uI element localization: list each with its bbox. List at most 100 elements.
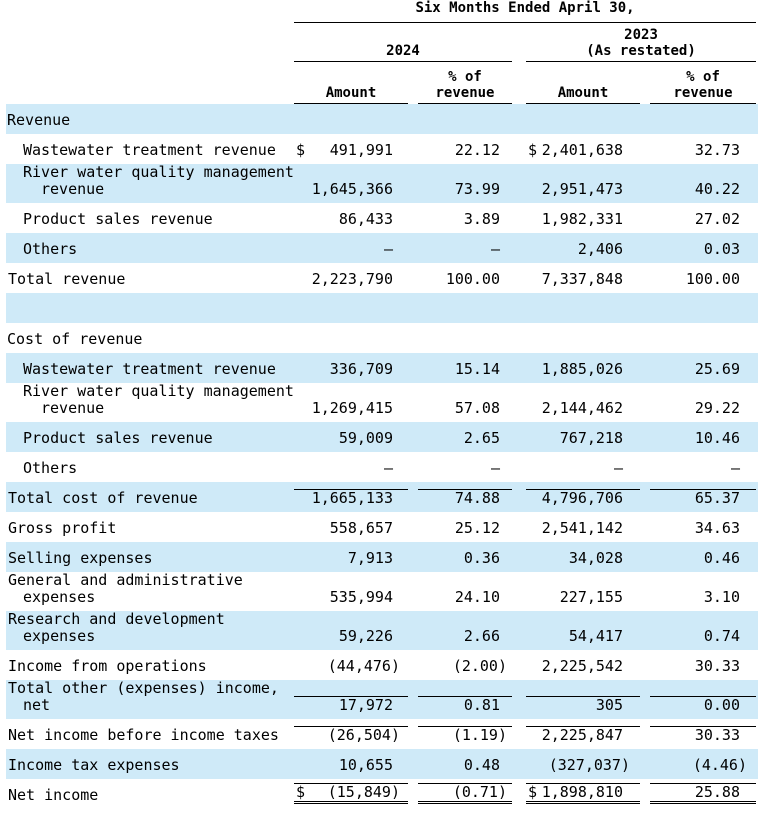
value-block: 10,655: [294, 757, 408, 774]
value-block: 2,541,142: [526, 520, 640, 537]
column-header-cell: Amount: [294, 62, 418, 104]
value-cell: 74.88: [418, 482, 526, 512]
spacer: [6, 62, 294, 104]
value-cell: 1,645,366: [294, 164, 418, 203]
row-label: Product sales revenue: [23, 429, 213, 447]
row-label: Total revenue: [8, 270, 126, 288]
cell-value: 227,155: [559, 588, 623, 606]
value-cell: 0.81: [418, 680, 526, 719]
cell-value: 30.33: [694, 726, 740, 744]
value-cell: 0.74: [650, 611, 758, 650]
table-row: Total revenue 2,223,790 100.00 7,337,848 100…: [6, 263, 758, 293]
value-block: $ (15,849): [294, 783, 408, 804]
value-block: 10.46: [650, 430, 756, 447]
value-cell: 0.36: [418, 542, 526, 572]
value-cell: 7,337,848: [526, 263, 650, 293]
spacer: [650, 104, 758, 134]
value-block: 15.14: [418, 361, 512, 378]
table-body: Revenue Wastewater treatment revenue $491,…: [6, 104, 758, 809]
value-cell: (1.19): [418, 719, 526, 749]
cell-value: (0.71): [452, 783, 507, 801]
cell-value: 7,337,848: [541, 270, 623, 288]
section-heading-row: Revenue: [6, 104, 758, 134]
value-cell: 24.10: [418, 572, 526, 611]
value-block: 227,155: [526, 589, 640, 606]
table-row: Income tax expenses 10,655 0.48 (327,037) (4…: [6, 749, 758, 779]
value-block: (2.00): [418, 658, 512, 675]
cell-value: 15.14: [454, 360, 500, 378]
value-cell: 2.66: [418, 611, 526, 650]
value-block: 7,913: [294, 550, 408, 567]
table-header: Six Months Ended April 30, 2024 2023 (As re…: [6, 0, 758, 104]
period-cell: Six Months Ended April 30,: [294, 0, 758, 23]
value-block: $2,401,638: [526, 142, 640, 159]
value-block: 3.10: [650, 589, 756, 606]
value-block: —: [294, 241, 408, 258]
cell-value: (327,037): [548, 756, 630, 774]
cell-value: 2,225,847: [541, 726, 623, 744]
value-block: 1,885,026: [526, 361, 640, 378]
value-block: 34.63: [650, 520, 756, 537]
value-block: 1,269,415: [294, 400, 408, 417]
value-cell: 34,028: [526, 542, 650, 572]
column-header-cell: % of revenue: [418, 62, 526, 104]
year: 2023: [624, 27, 658, 43]
spacer: [526, 323, 650, 353]
value-cell: 34.63: [650, 512, 758, 542]
value-cell: 767,218: [526, 422, 650, 452]
cell-value: 2,225,542: [541, 657, 623, 675]
value-block: 30.33: [650, 658, 756, 675]
value-cell: —: [418, 452, 526, 482]
value-block: 34,028: [526, 550, 640, 567]
value-block: 3.89: [418, 211, 512, 228]
year: 2024: [386, 43, 420, 59]
value-cell: 65.37: [650, 482, 758, 512]
row-label: Net income before income taxes: [8, 726, 279, 744]
cell-value: 2,144,462: [541, 399, 623, 417]
currency: $: [528, 783, 538, 801]
spacer: [526, 293, 650, 323]
cell-value: 491,991: [329, 141, 393, 159]
spacer: [6, 293, 294, 323]
value-cell: 0.46: [650, 542, 758, 572]
row-label-cell: Others: [6, 452, 294, 482]
value-cell: 17,972: [294, 680, 418, 719]
value-cell: 30.33: [650, 650, 758, 680]
cell-value: 17,972: [338, 696, 393, 714]
value-cell: 25.69: [650, 353, 758, 383]
value-cell: 57.08: [418, 383, 526, 422]
cell-value: —: [730, 459, 740, 477]
value-block: (26,504): [294, 726, 408, 744]
value-cell: (0.71): [418, 779, 526, 809]
value-cell: 0.00: [650, 680, 758, 719]
value-cell: 1,665,133: [294, 482, 418, 512]
cell-value: —: [613, 459, 623, 477]
column-header: % of revenue: [650, 69, 757, 104]
value-block: 2,225,847: [526, 726, 640, 744]
cell-value: 54,417: [568, 627, 623, 645]
table-row: Total cost of revenue 1,665,133 74.88 4,796…: [6, 482, 758, 512]
value-block: 29.22: [650, 400, 756, 417]
row-label-cell: Others: [6, 233, 294, 263]
value-block: 7,337,848: [526, 271, 640, 288]
spacer: [418, 293, 526, 323]
table-row: General and administrative expenses 535,9…: [6, 572, 758, 611]
cell-value: 100.00: [685, 270, 740, 288]
cell-value: 25.69: [694, 360, 740, 378]
cell-value: 74.88: [454, 489, 500, 507]
table-row: Product sales revenue 86,433 3.89 1,982,331…: [6, 203, 758, 233]
value-block: 100.00: [418, 271, 512, 288]
row-label: Income tax expenses: [8, 756, 180, 774]
value-block: 0.00: [650, 696, 756, 714]
value-cell: 2,223,790: [294, 263, 418, 293]
row-label-cell: Wastewater treatment revenue: [6, 353, 294, 383]
table-row: Others — — — —: [6, 452, 758, 482]
value-cell: 25.12: [418, 512, 526, 542]
value-block: 25.69: [650, 361, 756, 378]
value-block: $1,898,810: [526, 783, 640, 804]
cell-value: 0.46: [703, 549, 740, 567]
value-block: (4.46): [650, 757, 756, 774]
cell-value: (26,504): [327, 726, 400, 744]
cell-value: 1,269,415: [311, 399, 393, 417]
cell-value: 2,401,638: [541, 141, 623, 159]
